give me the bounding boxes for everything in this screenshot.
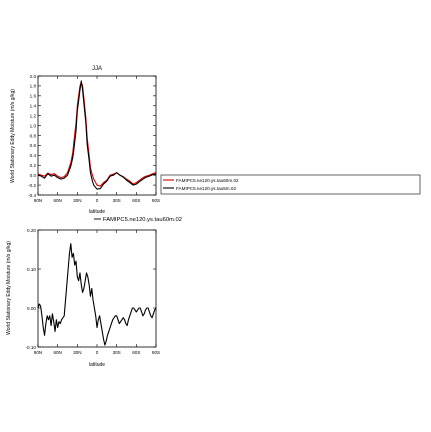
chart2-x-axis: 90N 60N 30N 0 30S 60S 90S [34,230,160,355]
chart2-series-line-0 [37,243,157,346]
chart1-y-tick-label: 1.4 [30,104,37,109]
chart2-y-tick-label: -0.10 [26,345,37,350]
chart2-x-tick-label: 0 [96,350,99,355]
chart1-title: JJA [92,66,102,72]
chart1-y-tick-label: 1.6 [30,94,37,99]
chart1-y-tick-label: 0.4 [30,153,37,158]
chart2-x-tick-label: 60N [53,350,61,355]
chart1-x-tick-label: 90S [152,198,160,203]
chart1-y-axis: -0.4 -0.2 0.0 0.2 0.4 0.6 0.8 1.0 1.2 1.4 1.6 1.8 2.… [28,74,156,198]
chart1-x-tick-label: 30S [113,198,121,203]
legend-label-tau5m: FAMIPC5.ne120.ys.tau5m.02 [176,186,236,191]
chart2-y-axis-label: World Stationary Eddy Moisture (m/s g/kg… [6,241,12,335]
chart2-legend-label: FAMIPC5.ne120.ys.tau60m.02 [103,217,182,223]
chart2-frame [37,229,157,348]
chart2-x-tick-label: 30N [73,350,81,355]
chart2-x-axis-label: latitude [89,362,105,368]
chart1-y-tick-label: 1.8 [30,84,37,89]
chart1-y-tick-label: 2.0 [30,74,37,79]
chart2-series [37,243,157,346]
chart1-y-tick-label: 0.6 [30,143,37,148]
chart1-x-tick-label: 60N [53,198,61,203]
chart1-y-tick-label: 0.2 [30,163,37,168]
chart1-y-axis-label: World Stationary Eddy Moisture (m/s g/kg… [10,89,16,183]
legend-label-tau60m: FAMIPC5.ne120.ys.tau60m.02 [176,178,239,183]
chart1-y-tick-label: 0.8 [30,133,37,138]
chart1-legend: FAMIPC5.ne120.ys.tau60m.02 FAMIPC5.ne120… [160,174,421,195]
chart2-x-tick-label: 60S [132,350,140,355]
chart2-x-tick-label: 30S [113,350,121,355]
chart1-x-tick-label: 0 [96,198,99,203]
chart1-y-tick-label: -0.4 [28,193,36,198]
chart1-legend-box [160,174,421,195]
chart1-y-tick-label: 1.0 [30,123,37,128]
chart1-x-axis-label: latitude [89,209,105,215]
chart2-y-tick-label: 0.00 [27,306,36,311]
chart1-y-tick-label: 0.0 [30,173,37,178]
chart2-x-tick-label: 90S [152,350,160,355]
chart1-series-line-0 [37,81,157,187]
chart2-x-tick-label: 90N [34,350,42,355]
chart1-series-line-1 [37,80,157,190]
chart1-y-tick-label: -0.2 [28,183,36,188]
chart1-x-tick-label: 90N [34,198,42,203]
chart1-x-tick-label: 30N [73,198,81,203]
chart1-frame [37,75,157,196]
chart1-x-tick-label: 60S [132,198,140,203]
bottom-chart: FAMIPC5.ne120.ys.tau60m.02 -0.10 0.00 0.10… [6,217,182,368]
chart2-y-tick-label: 0.20 [27,228,36,233]
top-chart: JJA -0.4 -0.2 0.0 0.2 0.4 0.6 0.8 1.0 1.2 1.4 1.6 1… [10,66,160,215]
chart1-y-tick-label: 1.2 [30,113,37,118]
chart1-series [37,80,157,190]
chart2-y-tick-label: 0.10 [27,267,36,272]
